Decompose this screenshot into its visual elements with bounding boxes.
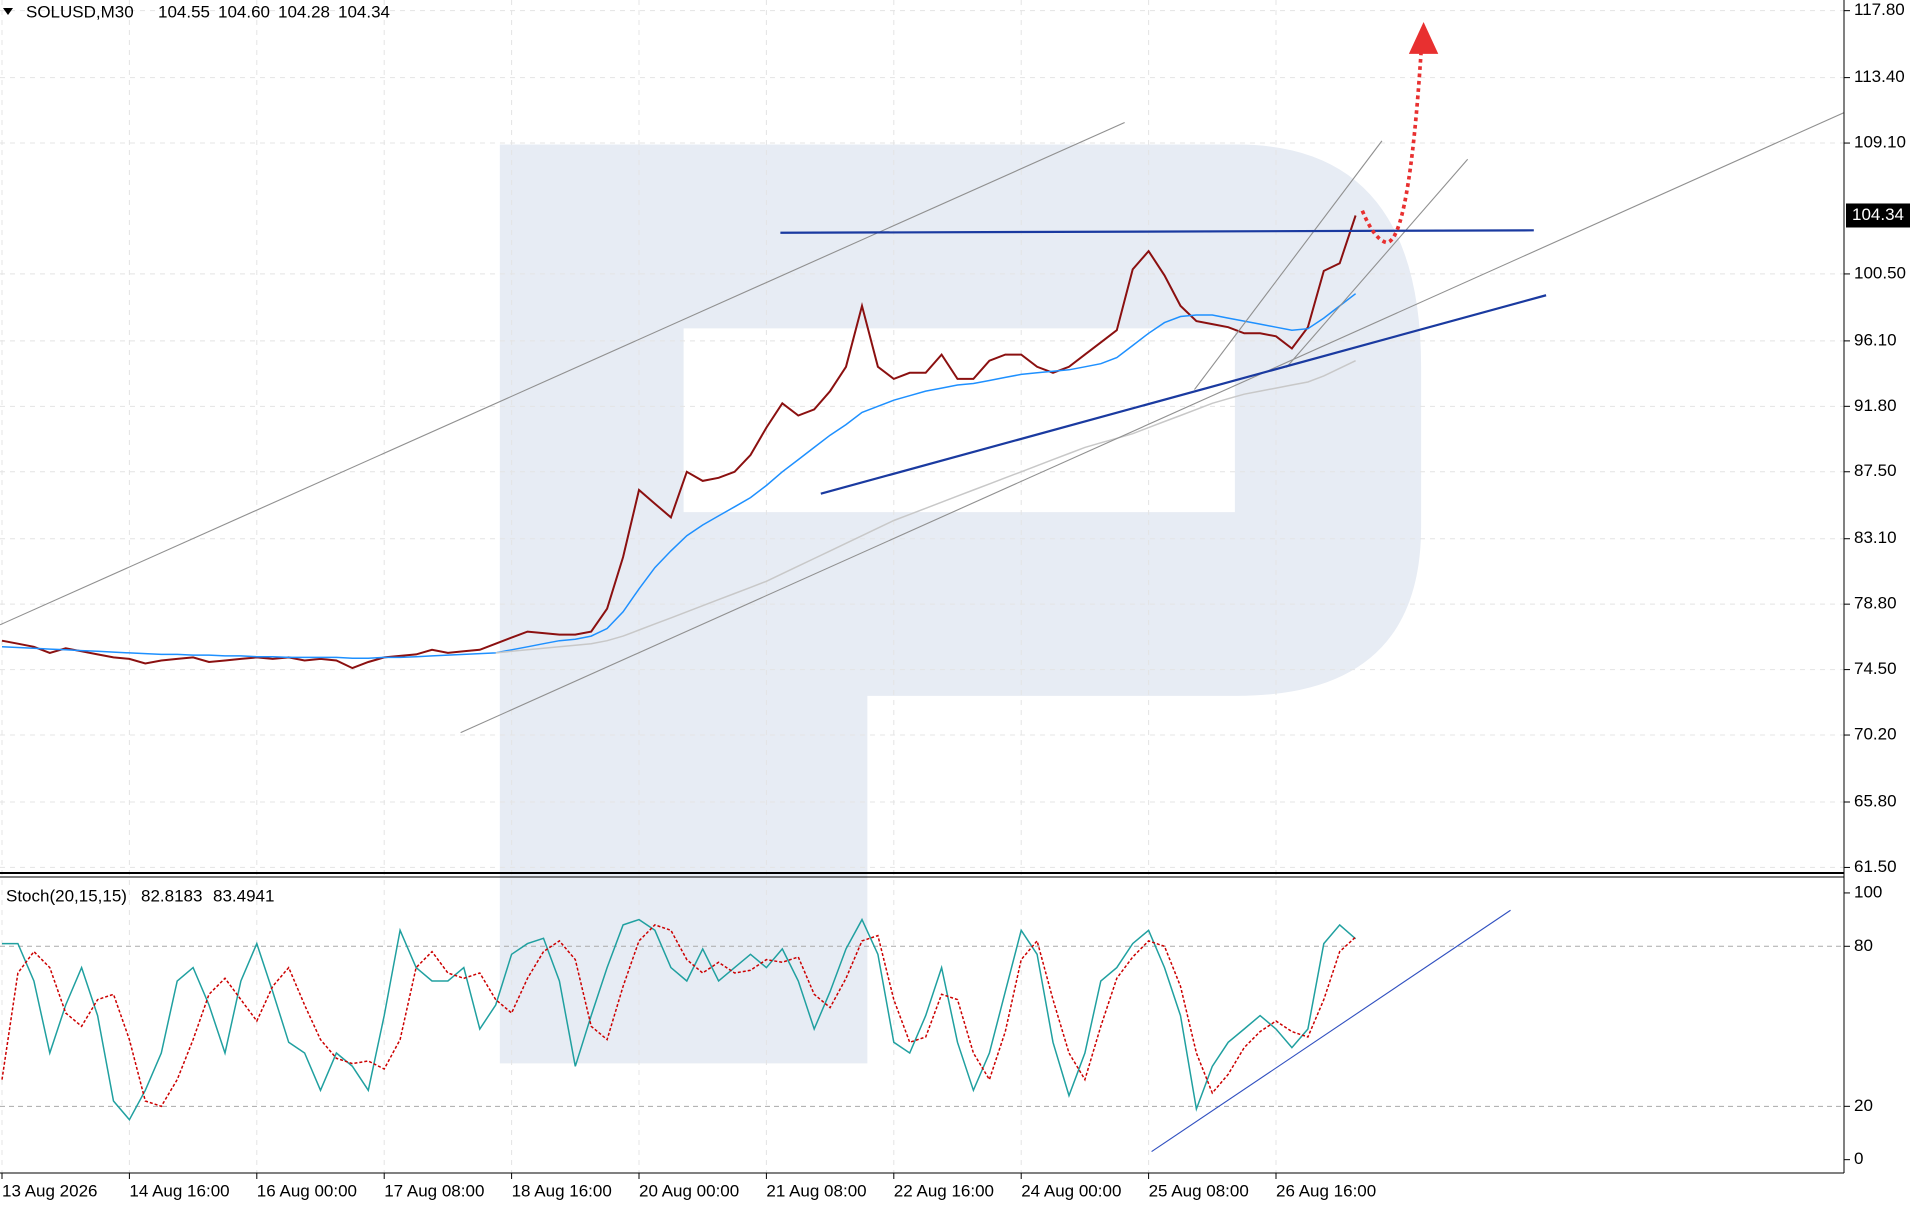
- stoch-k: 82.8183: [141, 886, 202, 905]
- x-tick-label: 22 Aug 16:00: [894, 1181, 994, 1200]
- stoch-d: 83.4941: [213, 886, 274, 905]
- arrow-head: [1408, 22, 1439, 54]
- indicator-name: Stoch(20,15,15): [6, 886, 127, 905]
- y-tick-label: 20: [1854, 1096, 1873, 1115]
- y-tick-label: 96.10: [1854, 330, 1897, 349]
- series-line: [1, 924, 1357, 1108]
- y-tick-label: 74.50: [1854, 659, 1897, 678]
- x-tick-label: 16 Aug 00:00: [257, 1181, 357, 1200]
- x-tick-label: 18 Aug 16:00: [512, 1181, 612, 1200]
- support-line: [820, 294, 1547, 495]
- trend-line: [0, 122, 1125, 626]
- y-tick-label: 0: [1854, 1149, 1863, 1168]
- x-tick-label: 26 Aug 16:00: [1276, 1181, 1376, 1200]
- high: 104.60: [218, 2, 270, 21]
- x-tick-label: 20 Aug 00:00: [639, 1181, 739, 1200]
- stoch-trend-line: [1151, 909, 1511, 1153]
- series-line: [1, 215, 1357, 670]
- y-tick-label: 100: [1854, 882, 1882, 901]
- current-price-box: [1846, 203, 1910, 228]
- y-tick-label: 70.20: [1854, 725, 1897, 744]
- current-price-label: 104.34: [1852, 205, 1904, 224]
- symbol: SOLUSD,M30: [26, 2, 134, 21]
- trend-line: [1194, 140, 1383, 390]
- y-tick-label: 91.80: [1854, 396, 1897, 415]
- trend-line: [1285, 158, 1469, 368]
- x-tick-label: 13 Aug 2026: [2, 1181, 97, 1200]
- y-tick-label: 117.80: [1854, 0, 1905, 19]
- close: 104.34: [338, 2, 390, 21]
- x-tick-label: 17 Aug 08:00: [384, 1181, 484, 1200]
- forecast-arrow: [1360, 51, 1423, 245]
- trend-line: [460, 112, 1845, 734]
- x-tick-label: 21 Aug 08:00: [766, 1181, 866, 1200]
- series-line: [495, 360, 1356, 654]
- series-line: [2, 917, 1357, 1122]
- resistance-line: [780, 229, 1534, 234]
- y-tick-label: 65.80: [1854, 791, 1897, 810]
- y-tick-label: 113.40: [1854, 67, 1905, 86]
- y-tick-label: 61.50: [1854, 857, 1897, 876]
- y-tick-label: 87.50: [1854, 461, 1897, 480]
- drawings: [0, 22, 1845, 1153]
- y-tick-label: 83.10: [1854, 528, 1897, 547]
- x-tick-label: 25 Aug 08:00: [1149, 1181, 1249, 1200]
- x-tick-label: 24 Aug 00:00: [1021, 1181, 1121, 1200]
- open: 104.55: [158, 2, 210, 21]
- x-tick-label: 14 Aug 16:00: [129, 1181, 229, 1200]
- y-tick-label: 78.80: [1854, 594, 1897, 613]
- y-tick-label: 109.10: [1854, 133, 1906, 152]
- y-tick-label: 80: [1854, 936, 1873, 955]
- y-tick-label: 100.50: [1854, 263, 1906, 282]
- low: 104.28: [278, 2, 330, 21]
- collapse-icon[interactable]: [3, 8, 13, 15]
- series-line: [1, 293, 1357, 659]
